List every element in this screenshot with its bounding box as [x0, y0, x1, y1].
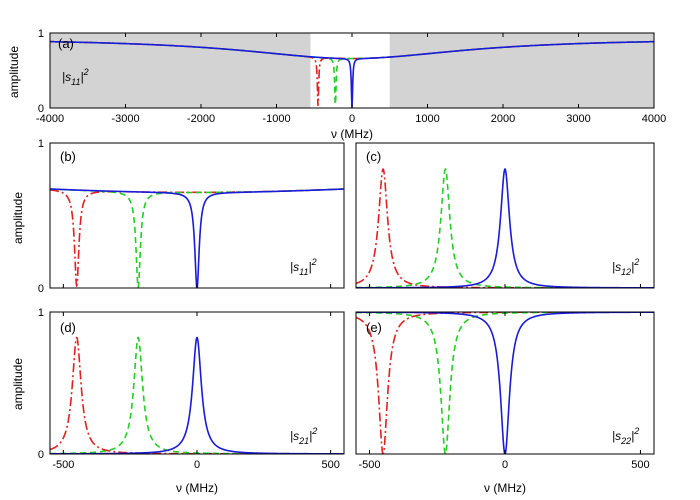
panel-c: (c) |s12|2 [355, 142, 655, 289]
ytick-label-d: 1 [38, 307, 44, 319]
xtick-label-e: 0 [502, 459, 508, 471]
panel-tag-e: (e) [366, 320, 382, 335]
quantity-label-d: |s21|2 [290, 426, 317, 446]
quantity-label-e: |s22|2 [612, 426, 639, 446]
ylabel-middle: amplitude [11, 192, 25, 244]
ytick-label-b: 1 [38, 138, 44, 150]
shaded-region-a-1 [389, 33, 654, 108]
xtick-label-a: -4000 [36, 113, 64, 125]
xtick-label-a: -1000 [262, 113, 290, 125]
ytick-label-d: 0 [38, 449, 44, 461]
series-green-dashed-panel-c [356, 168, 654, 288]
series-blue-solid-panel-b [50, 188, 344, 288]
ylabel-top: amplitude [7, 46, 21, 98]
series-blue-solid-panel-a [50, 40, 654, 108]
quantity-label-c: |s12|2 [612, 257, 639, 277]
panel-tag-d: (d) [60, 320, 76, 335]
quantity-label-b: |s11|2 [290, 257, 317, 277]
panel-d: -500 0 500 0 1 (d) |s21|2 ν (MHz) [38, 307, 345, 495]
ytick-label-b: 0 [38, 283, 44, 295]
xtick-label-a: 0 [349, 113, 355, 125]
xtick-label-d: -500 [52, 459, 74, 471]
xtick-label-a: 3000 [566, 113, 590, 125]
xtick-label-d: 0 [194, 459, 200, 471]
xtick-label-a: 1000 [415, 113, 439, 125]
xtick-label-a: -3000 [111, 113, 139, 125]
series-red-dash-dot-panel-c [356, 168, 654, 288]
xtick-label-d: 500 [321, 459, 339, 471]
shaded-region-a-0 [50, 33, 311, 108]
panel-b: 0 1 (b) |s11|2 [38, 138, 345, 295]
panel-e: -500 0 500 (e) |s22|2 ν (MHz) [355, 311, 655, 495]
series-green-dashed-panel-b [50, 188, 344, 288]
panel-tag-a: (a) [58, 36, 74, 51]
quantity-label-a: |s11|2 [62, 67, 89, 87]
xlabel-e: ν (MHz) [484, 481, 526, 495]
plot-frame-e [355, 311, 655, 455]
xtick-label-a: 4000 [642, 113, 666, 125]
plot-frame-d [49, 311, 345, 455]
series-green-dashed-panel-e [356, 312, 654, 454]
xlabel-d: ν (MHz) [176, 481, 218, 495]
panel-tag-c: (c) [366, 149, 381, 164]
ytick-label-a: 1 [38, 28, 44, 40]
series-blue-solid-panel-c [356, 168, 654, 288]
panel-tag-b: (b) [60, 149, 76, 164]
series-blue-solid-panel-e [356, 312, 654, 454]
panel-a: -4000 -3000 -2000 -1000 0 1000 2000 3000 4000 0 1 (… [36, 28, 666, 141]
plot-frame-c [355, 142, 655, 289]
ytick-label-a: 0 [38, 103, 44, 115]
xtick-label-a: 2000 [491, 113, 515, 125]
xtick-label-a: -2000 [187, 113, 215, 125]
series-red-dash-dot-panel-e [356, 312, 654, 454]
ylabel-bottom: amplitude [11, 358, 25, 410]
xtick-label-e: -500 [359, 459, 381, 471]
xlabel-a: ν (MHz) [331, 127, 373, 141]
xtick-label-e: 500 [631, 459, 649, 471]
